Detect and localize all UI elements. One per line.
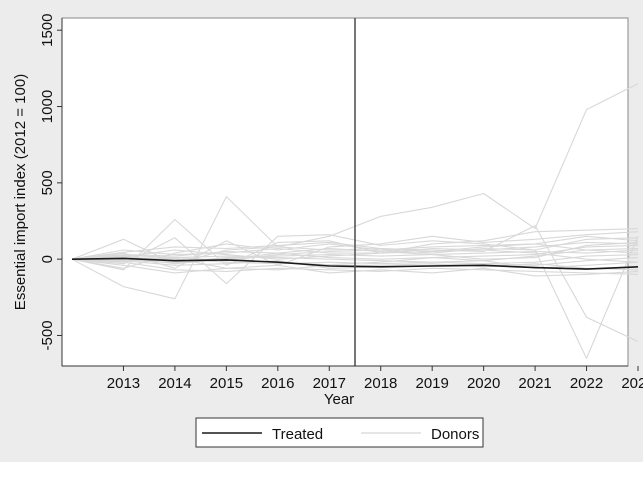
y-axis-label: Essential import index (2012 = 100)	[12, 74, 29, 310]
y-axis-ticks: -500 0 500 1000 1500	[39, 14, 62, 350]
x-tick-label: 2021	[518, 375, 551, 392]
x-tick-label: 2020	[467, 375, 500, 392]
legend: Treated Donors	[195, 417, 484, 448]
x-tick-label: 2019	[415, 375, 448, 392]
legend-label-treated: Treated	[272, 426, 323, 443]
x-tick-label: 2014	[158, 375, 191, 392]
x-tick-label: 2013	[107, 375, 140, 392]
x-axis-label: Year	[324, 391, 354, 408]
y-tick-label: -500	[39, 320, 56, 350]
y-tick-label: 1500	[39, 14, 56, 47]
x-tick-label: 2016	[261, 375, 294, 392]
x-axis-ticks: 2013 2014 2015 2016 2017 2018 2019 2020 2021 2022…	[107, 366, 643, 392]
x-tick-label: 2015	[210, 375, 243, 392]
plot-area	[61, 17, 629, 367]
y-tick-label: 1000	[39, 90, 56, 123]
x-tick-label: 2022	[570, 375, 603, 392]
x-tick-label: 2023	[621, 375, 643, 392]
y-tick-label: 0	[39, 255, 56, 263]
x-tick-label: 2017	[313, 375, 346, 392]
x-tick-label: 2018	[364, 375, 397, 392]
y-tick-label: 500	[39, 170, 56, 195]
legend-label-donors: Donors	[431, 426, 479, 443]
